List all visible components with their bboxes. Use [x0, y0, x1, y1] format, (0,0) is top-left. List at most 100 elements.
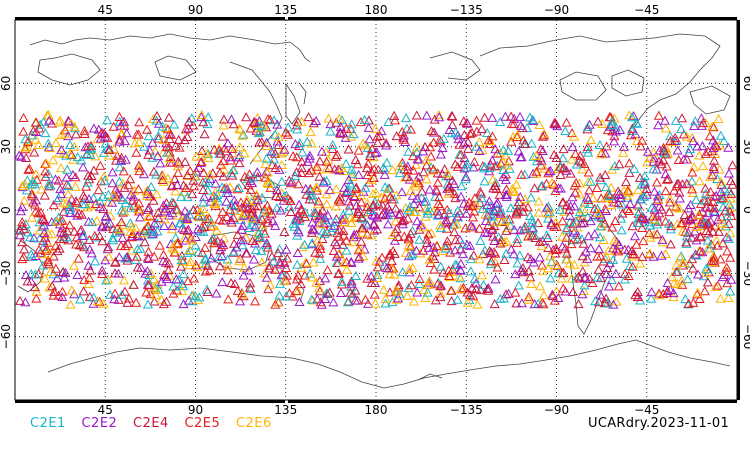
legend-c2e1: C2E1	[30, 416, 66, 431]
observation-triangle	[94, 196, 105, 206]
observation-triangle	[244, 222, 255, 232]
observation-triangle	[479, 112, 490, 122]
observation-triangle	[19, 178, 30, 188]
observation-triangle	[498, 164, 509, 175]
observation-triangle	[292, 247, 303, 257]
observation-triangle	[36, 184, 47, 194]
observation-triangle	[600, 205, 612, 215]
observation-triangle	[317, 205, 328, 215]
observation-triangle	[352, 206, 364, 216]
observation-triangle	[314, 156, 325, 166]
observation-triangle	[726, 274, 737, 284]
observation-triangle	[678, 129, 689, 139]
observation-triangle	[291, 152, 302, 162]
observation-triangle	[148, 274, 160, 284]
observation-triangle	[396, 187, 407, 197]
observation-triangle	[462, 287, 473, 297]
observation-triangle	[262, 206, 273, 216]
observation-triangle	[244, 169, 255, 179]
observation-triangle	[37, 214, 48, 224]
observation-triangle	[512, 233, 523, 243]
observation-triangle	[143, 131, 154, 141]
observation-triangle	[514, 111, 526, 121]
observation-triangle	[575, 150, 586, 160]
observation-triangle	[47, 281, 58, 291]
observation-triangle	[502, 160, 513, 170]
observation-triangle	[27, 176, 38, 186]
observation-triangle	[684, 258, 695, 268]
observation-triangle	[275, 205, 286, 215]
observation-triangle	[577, 289, 588, 299]
observation-triangle	[95, 202, 106, 212]
observation-triangle	[412, 287, 423, 297]
observation-triangle	[651, 196, 662, 206]
observation-triangle	[238, 129, 249, 139]
observation-triangle	[115, 240, 127, 250]
observation-triangle	[670, 132, 681, 142]
observation-triangle	[493, 232, 504, 242]
observation-triangle	[39, 273, 50, 283]
observation-triangle	[579, 280, 590, 290]
observation-triangle	[102, 143, 113, 153]
observation-triangle	[269, 115, 280, 125]
observation-triangle	[671, 266, 682, 276]
observation-triangle	[511, 179, 522, 189]
observation-triangle	[19, 223, 30, 234]
observation-triangle	[705, 186, 716, 196]
observation-triangle	[574, 207, 585, 217]
observation-triangle	[399, 231, 410, 241]
observation-triangle	[609, 136, 620, 146]
observation-triangle	[202, 260, 213, 270]
observation-triangle	[710, 281, 721, 291]
observation-triangle	[84, 193, 95, 204]
bottom-lon-tick-label: −45	[634, 403, 659, 417]
observation-triangle	[26, 188, 37, 199]
observation-triangle	[606, 116, 617, 126]
observation-triangle	[341, 264, 352, 274]
observation-triangle	[627, 261, 638, 271]
observation-triangle	[154, 240, 165, 250]
observation-triangle	[322, 265, 333, 275]
observation-triangle	[391, 223, 402, 233]
bottom-lon-tick-label: 90	[188, 403, 203, 417]
observation-triangle	[134, 136, 145, 147]
observation-triangle	[252, 152, 263, 162]
observation-triangle	[338, 230, 349, 240]
observation-triangle	[368, 188, 379, 198]
observation-triangle	[145, 210, 156, 220]
observation-triangle	[43, 181, 55, 191]
observation-triangle	[216, 238, 227, 248]
observation-triangle	[600, 182, 612, 192]
observation-triangle	[294, 216, 305, 226]
observation-triangle	[304, 150, 315, 160]
observation-triangle	[666, 221, 677, 231]
observation-triangle	[167, 242, 178, 252]
observation-triangle	[85, 265, 96, 275]
observation-triangle	[258, 207, 269, 217]
observation-triangle	[604, 258, 615, 268]
observation-triangle	[362, 169, 373, 180]
observation-triangle	[687, 167, 698, 177]
observation-triangle	[658, 145, 670, 155]
observation-triangle	[513, 146, 524, 156]
observation-triangle	[58, 228, 69, 238]
observation-triangle	[501, 248, 512, 258]
observation-triangle	[370, 298, 381, 308]
observation-triangle	[130, 223, 141, 233]
observation-triangle	[98, 298, 109, 308]
observation-triangle	[660, 123, 671, 133]
observation-triangle	[271, 203, 282, 213]
observation-triangle	[24, 163, 35, 173]
observation-triangle	[58, 266, 69, 276]
observation-triangle	[238, 235, 249, 245]
observation-triangle	[529, 183, 540, 193]
observation-triangle	[506, 136, 517, 146]
observation-triangle	[133, 184, 144, 194]
observation-triangle	[683, 298, 694, 308]
observation-triangle	[122, 238, 133, 248]
observation-triangle	[483, 219, 494, 230]
observation-triangle	[446, 285, 457, 295]
observation-triangle	[22, 141, 33, 151]
observation-triangle	[541, 203, 552, 213]
observation-triangle	[306, 294, 317, 304]
